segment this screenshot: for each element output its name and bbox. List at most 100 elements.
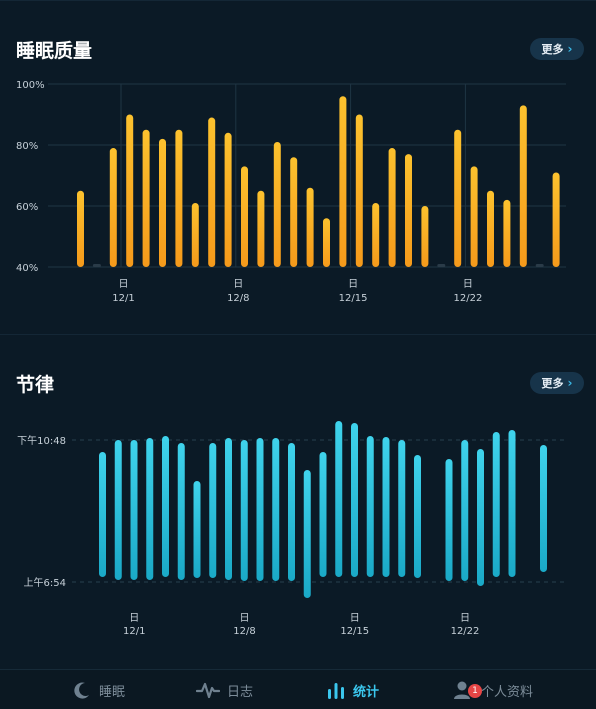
- bar: [493, 432, 500, 577]
- bar: [520, 105, 527, 267]
- bar: [175, 130, 182, 267]
- tab-stats[interactable]: 统计: [326, 670, 379, 709]
- x-day-label: 日: [233, 279, 243, 290]
- y-ref-label: 上午6:54: [24, 576, 66, 589]
- x-day-label: 日: [350, 613, 360, 624]
- x-day-label: 日: [348, 279, 358, 290]
- rhythm-chart: 下午10:48 上午6:54 日 12/1 日 12/8 日 12/15 日 12/22: [0, 405, 596, 650]
- sleep-quality-chart: 40% 60% 80% 100% 日 12/1 日 12/8 日 12/15 日 12/22: [0, 72, 596, 312]
- tab-log[interactable]: 日志: [196, 670, 253, 709]
- x-date-label: 12/15: [339, 293, 368, 304]
- rhythm-more-button[interactable]: 更多 ›: [530, 372, 584, 394]
- top-divider: [0, 0, 596, 1]
- bar: [126, 115, 133, 268]
- bar: [274, 142, 281, 267]
- bar-missing: [536, 264, 544, 267]
- tab-label: 统计: [353, 681, 379, 700]
- y-tick-label: 60%: [16, 202, 38, 213]
- bar: [356, 115, 363, 268]
- y-tick-label: 80%: [16, 141, 38, 152]
- more-label: 更多: [542, 41, 564, 57]
- bar: [209, 443, 216, 578]
- chevron-right-icon: ›: [568, 376, 573, 390]
- bar: [241, 440, 248, 581]
- x-date-label: 12/1: [123, 626, 145, 637]
- bar: [405, 154, 412, 267]
- bar: [225, 438, 232, 580]
- x-date-label: 12/8: [227, 293, 249, 304]
- bar: [131, 440, 138, 580]
- bar: [115, 440, 122, 580]
- x-day-label: 日: [119, 279, 129, 290]
- bar: [192, 203, 199, 267]
- bar: [487, 191, 494, 267]
- tab-label: 睡眠: [99, 681, 125, 700]
- bar: [194, 481, 201, 578]
- bar: [477, 449, 484, 586]
- bar: [421, 206, 428, 267]
- bar-missing: [93, 264, 101, 267]
- bar: [110, 148, 117, 267]
- bar: [162, 436, 169, 577]
- bar: [159, 139, 166, 267]
- x-date-label: 12/1: [112, 293, 134, 304]
- x-date-label: 12/15: [340, 626, 369, 637]
- x-date-label: 12/8: [233, 626, 255, 637]
- x-date-label: 12/22: [453, 293, 482, 304]
- bar: [398, 440, 405, 577]
- y-ref-label: 下午10:48: [17, 434, 66, 447]
- bar: [225, 133, 232, 267]
- bar: [367, 436, 374, 577]
- bar: [320, 452, 327, 577]
- bar: [208, 118, 215, 267]
- moon-icon: [72, 680, 92, 700]
- bar: [471, 166, 478, 267]
- bar-missing: [437, 264, 445, 267]
- bar: [77, 191, 84, 267]
- bar: [290, 157, 297, 267]
- bar: [272, 438, 279, 581]
- bar: [351, 423, 358, 577]
- notification-badge: 1: [468, 684, 482, 698]
- bar: [383, 437, 390, 577]
- bottom-tab-bar: 睡眠 日志 统计 1 个人资料: [0, 669, 596, 709]
- bar: [257, 438, 264, 581]
- pulse-icon: [196, 680, 220, 700]
- bar: [461, 440, 468, 581]
- sleep-quality-title: 睡眠质量: [16, 36, 92, 63]
- tab-profile[interactable]: 1 个人资料: [452, 670, 533, 709]
- bar: [339, 96, 346, 267]
- bar: [503, 200, 510, 267]
- bar: [454, 130, 461, 267]
- bar: [257, 191, 264, 267]
- tab-label: 个人资料: [481, 681, 533, 700]
- more-label: 更多: [542, 375, 564, 391]
- bar: [446, 459, 453, 581]
- bar: [540, 445, 547, 572]
- x-date-label: 12/22: [451, 626, 480, 637]
- bar: [509, 430, 516, 577]
- bar: [335, 421, 342, 577]
- bar: [146, 438, 153, 580]
- sleep-quality-more-button[interactable]: 更多 ›: [530, 38, 584, 60]
- x-day-label: 日: [129, 613, 139, 624]
- rhythm-title: 节律: [16, 370, 54, 397]
- bar: [178, 443, 185, 580]
- y-tick-label: 40%: [16, 263, 38, 274]
- tab-label: 日志: [227, 681, 253, 700]
- bar: [553, 172, 560, 267]
- bar-chart-icon: [326, 680, 346, 700]
- tab-sleep[interactable]: 睡眠: [72, 670, 125, 709]
- bar: [288, 443, 295, 581]
- bar: [414, 455, 421, 578]
- bar: [143, 130, 150, 267]
- bar: [372, 203, 379, 267]
- x-day-label: 日: [463, 279, 473, 290]
- x-day-label: 日: [460, 613, 470, 624]
- bar: [389, 148, 396, 267]
- chevron-right-icon: ›: [568, 42, 573, 56]
- y-tick-label: 100%: [16, 80, 45, 91]
- bar: [307, 188, 314, 267]
- bar: [99, 452, 106, 577]
